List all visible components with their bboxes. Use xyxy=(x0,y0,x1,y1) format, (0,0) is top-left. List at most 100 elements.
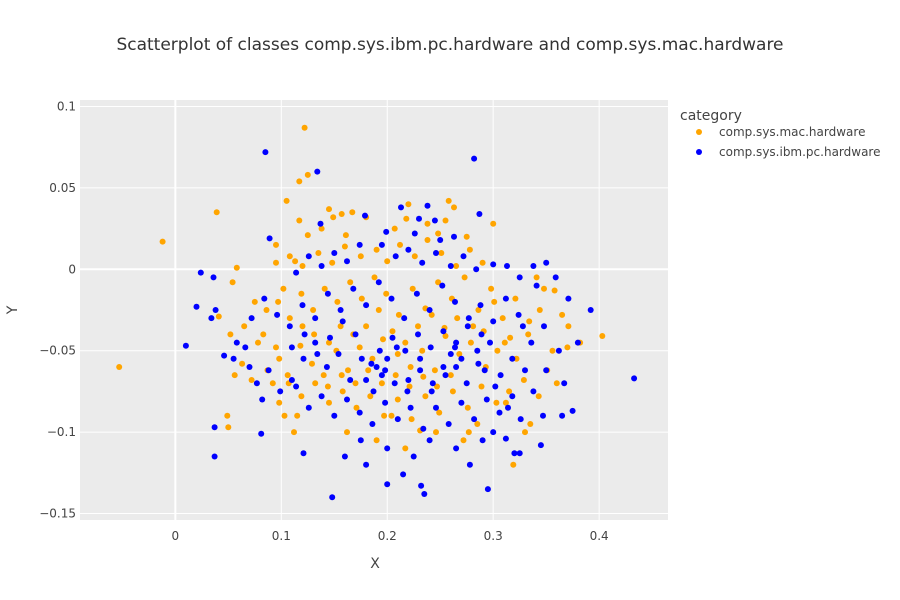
data-point[interactable] xyxy=(465,429,472,436)
data-point[interactable] xyxy=(517,416,524,423)
data-point[interactable] xyxy=(286,315,293,322)
data-point[interactable] xyxy=(269,380,276,387)
data-point[interactable] xyxy=(248,315,255,322)
data-point[interactable] xyxy=(370,388,377,395)
data-point[interactable] xyxy=(400,471,407,478)
data-point[interactable] xyxy=(291,429,297,436)
data-point[interactable] xyxy=(426,437,433,444)
data-point[interactable] xyxy=(326,206,332,213)
data-point[interactable] xyxy=(373,246,380,253)
data-point[interactable] xyxy=(229,279,236,286)
data-point[interactable] xyxy=(296,217,303,224)
data-point[interactable] xyxy=(464,404,471,411)
data-point[interactable] xyxy=(515,311,522,318)
data-point[interactable] xyxy=(315,250,322,256)
data-point[interactable] xyxy=(471,416,478,423)
data-point[interactable] xyxy=(294,412,301,419)
data-point[interactable] xyxy=(298,290,305,297)
data-point[interactable] xyxy=(456,351,463,357)
data-point[interactable] xyxy=(352,331,359,338)
data-point[interactable] xyxy=(339,318,346,325)
data-point[interactable] xyxy=(510,461,517,468)
data-point[interactable] xyxy=(367,393,374,400)
data-point[interactable] xyxy=(419,259,426,266)
data-point[interactable] xyxy=(304,171,311,178)
data-point[interactable] xyxy=(347,377,354,383)
data-point[interactable] xyxy=(391,225,398,232)
data-point[interactable] xyxy=(239,360,246,367)
data-point[interactable] xyxy=(389,328,396,335)
data-point[interactable] xyxy=(255,339,261,346)
data-point[interactable] xyxy=(337,307,344,313)
data-point[interactable] xyxy=(404,388,411,395)
data-point[interactable] xyxy=(208,315,215,322)
data-point[interactable] xyxy=(392,253,399,260)
data-point[interactable] xyxy=(276,355,283,362)
data-point[interactable] xyxy=(347,279,354,286)
data-point[interactable] xyxy=(382,399,389,406)
data-point[interactable] xyxy=(362,212,368,219)
data-point[interactable] xyxy=(296,178,303,185)
data-point[interactable] xyxy=(344,429,350,436)
data-point[interactable] xyxy=(305,404,312,411)
legend-item[interactable]: comp.sys.ibm.pc.hardware xyxy=(696,145,880,159)
data-point[interactable] xyxy=(312,380,319,387)
data-point[interactable] xyxy=(453,263,460,269)
data-point[interactable] xyxy=(470,323,477,330)
data-point[interactable] xyxy=(197,269,204,276)
data-point[interactable] xyxy=(490,261,497,268)
data-point[interactable] xyxy=(541,323,547,330)
data-point[interactable] xyxy=(274,311,281,318)
data-point[interactable] xyxy=(417,367,424,374)
data-point[interactable] xyxy=(326,339,332,346)
data-point[interactable] xyxy=(474,347,481,354)
data-point[interactable] xyxy=(334,298,341,305)
data-point[interactable] xyxy=(211,453,218,460)
data-point[interactable] xyxy=(435,279,442,286)
data-point[interactable] xyxy=(352,380,359,387)
data-point[interactable] xyxy=(447,372,454,379)
data-point[interactable] xyxy=(392,372,399,379)
data-point[interactable] xyxy=(512,295,519,302)
data-point[interactable] xyxy=(330,214,337,221)
data-point[interactable] xyxy=(509,393,516,400)
data-point[interactable] xyxy=(453,445,460,452)
data-point[interactable] xyxy=(502,435,509,442)
data-point[interactable] xyxy=(350,285,357,292)
data-point[interactable] xyxy=(520,377,527,383)
data-point[interactable] xyxy=(324,383,331,390)
data-point[interactable] xyxy=(213,209,220,216)
data-point[interactable] xyxy=(474,421,481,427)
data-point[interactable] xyxy=(416,215,422,222)
data-point[interactable] xyxy=(349,209,356,216)
data-point[interactable] xyxy=(419,347,426,354)
data-point[interactable] xyxy=(356,344,363,351)
data-point[interactable] xyxy=(309,360,315,367)
data-point[interactable] xyxy=(116,364,123,370)
data-point[interactable] xyxy=(452,298,458,305)
data-point[interactable] xyxy=(440,364,447,370)
data-point[interactable] xyxy=(300,450,307,457)
data-point[interactable] xyxy=(299,302,306,309)
data-point[interactable] xyxy=(261,295,268,302)
data-point[interactable] xyxy=(358,295,365,302)
data-point[interactable] xyxy=(435,230,442,237)
data-point[interactable] xyxy=(533,282,540,289)
data-point[interactable] xyxy=(318,225,325,232)
data-point[interactable] xyxy=(535,393,542,400)
data-point[interactable] xyxy=(463,380,470,387)
data-point[interactable] xyxy=(525,331,532,338)
data-point[interactable] xyxy=(421,491,428,497)
data-point[interactable] xyxy=(281,412,288,419)
data-point[interactable] xyxy=(549,347,556,354)
data-point[interactable] xyxy=(405,377,412,383)
data-point[interactable] xyxy=(329,494,336,501)
data-point[interactable] xyxy=(447,263,454,269)
data-point[interactable] xyxy=(384,258,391,265)
data-point[interactable] xyxy=(221,352,228,359)
data-point[interactable] xyxy=(466,461,473,468)
data-point[interactable] xyxy=(452,344,458,351)
data-point[interactable] xyxy=(317,220,324,227)
data-point[interactable] xyxy=(506,388,513,395)
data-point[interactable] xyxy=(292,258,299,265)
